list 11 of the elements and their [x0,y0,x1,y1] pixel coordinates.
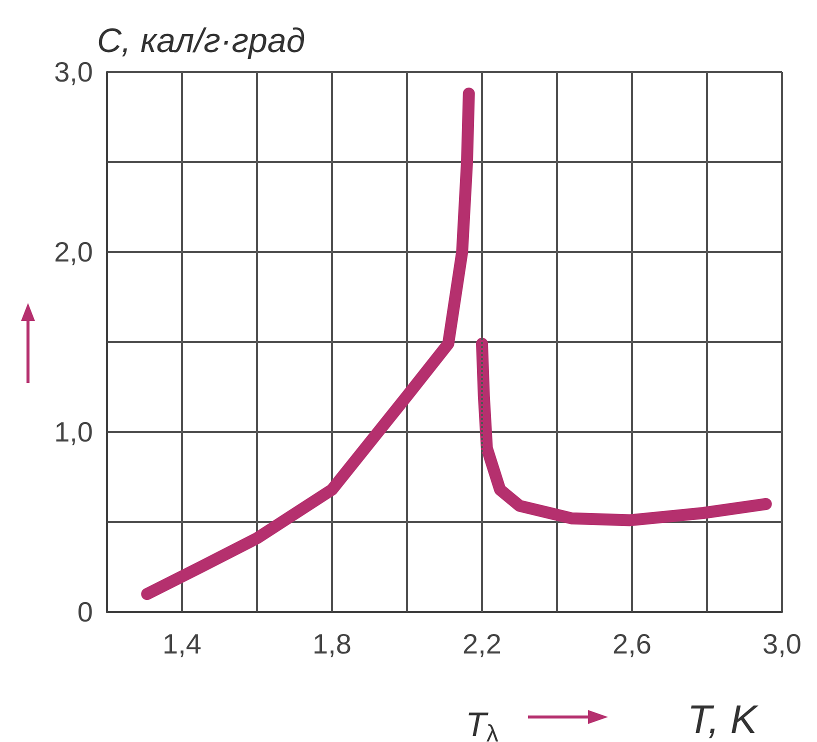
y-tick-label: 3,0 [54,56,93,88]
x-tick-label: 3,0 [762,628,802,660]
x-tick-label: 2,2 [462,628,502,660]
x-axis-title: T, K [687,698,760,742]
x-tick-label: 2,6 [612,628,652,660]
x-tick-label: 1,8 [312,628,352,660]
y-tick-label: 2,0 [54,236,93,268]
y-tick-label: 0 [77,596,93,628]
y-tick-label: 1,0 [54,416,93,448]
x-tick-label: 1,4 [162,628,202,660]
y-axis-title: C, кал/г·град [97,22,306,60]
